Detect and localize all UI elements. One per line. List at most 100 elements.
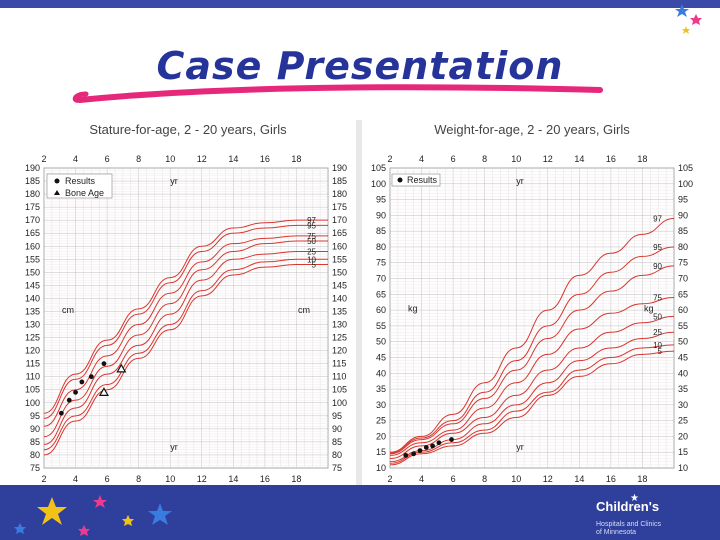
percentile-curves: 97 95 90 75 50 25 105 <box>389 215 675 466</box>
y-tick-label-left: 115 <box>26 359 40 369</box>
y-tick-label-right: 85 <box>678 226 688 236</box>
y-tick-label-left: 35 <box>376 384 386 394</box>
data-point-results <box>423 445 429 450</box>
y-tick-label-left: 45 <box>376 352 386 362</box>
x-tick-label-bottom: 8 <box>482 474 487 484</box>
x-tick-label-top: 16 <box>606 154 616 164</box>
x-tick-label-top: 10 <box>165 154 175 164</box>
y-tick-label-right: 120 <box>332 346 347 356</box>
y-tick-label-left: 15 <box>376 447 386 457</box>
y-tick-label-right: 65 <box>678 289 688 299</box>
x-tick-label-top: 6 <box>451 154 456 164</box>
percentile-label-25: 25 <box>653 328 662 337</box>
data-point-results <box>449 437 454 442</box>
y-tick-label-left: 95 <box>30 411 40 421</box>
x-tick-label-bottom: 8 <box>136 474 141 484</box>
y-tick-label-right: 190 <box>332 163 347 173</box>
y-tick-label-right: 80 <box>332 450 342 460</box>
y-tick-label-left: 65 <box>376 289 386 299</box>
y-tick-label-left: 175 <box>25 202 40 212</box>
y-tick-label-right: 90 <box>678 210 688 220</box>
data-point-results <box>88 374 94 380</box>
data-point-results <box>436 440 442 446</box>
data-marks <box>403 437 454 458</box>
y-tick-label-left: 155 <box>25 254 40 264</box>
legend-results-label: Results <box>65 176 96 186</box>
y-tick-label-right: 15 <box>678 447 688 457</box>
percentile-label-95: 95 <box>307 221 316 230</box>
x-tick-label-top: 6 <box>105 154 110 164</box>
y-tick-label-right: 95 <box>332 411 342 421</box>
y-tick-label-right: 35 <box>678 384 688 394</box>
y-tick-label-right: 25 <box>678 416 688 426</box>
unit-label-left: cm <box>62 305 74 315</box>
legend: Results Bone Age <box>46 173 113 199</box>
y-tick-label-right: 50 <box>678 337 688 347</box>
y-tick-label-left: 100 <box>25 398 40 408</box>
y-tick-label-left: 85 <box>376 226 386 236</box>
x-tick-label-bottom: 10 <box>165 474 175 484</box>
star-icon <box>122 515 134 526</box>
x-tick-label-top: 12 <box>197 154 207 164</box>
y-tick-label-right: 100 <box>678 179 693 189</box>
y-tick-label-right: 145 <box>332 280 347 290</box>
logo-name: Children's <box>596 499 660 514</box>
y-tick-label-right: 105 <box>678 163 693 173</box>
chart-grid <box>389 167 675 469</box>
legend-results-marker <box>397 177 403 183</box>
x-tick-label-bottom: 4 <box>419 474 424 484</box>
x-tick-label-bottom: 14 <box>574 474 584 484</box>
y-tick-label-left: 75 <box>30 463 40 473</box>
y-tick-label-right: 40 <box>678 368 688 378</box>
y-tick-label-left: 145 <box>25 280 40 290</box>
y-tick-label-right: 130 <box>332 320 347 330</box>
percentile-curve-75 <box>389 296 675 456</box>
y-tick-label-right: 80 <box>678 242 688 252</box>
y-tick-label-left: 95 <box>376 195 386 205</box>
y-tick-label-right: 55 <box>678 321 688 331</box>
y-tick-label-right: 30 <box>678 400 688 410</box>
data-point-results <box>430 443 435 449</box>
percentile-curve-25 <box>389 331 675 463</box>
data-point-boneage <box>98 387 109 396</box>
stars-decoration-bottom <box>14 495 172 536</box>
percentile-curve-97 <box>389 218 675 453</box>
x-tick-label-top: 16 <box>260 154 270 164</box>
y-tick-label-right: 85 <box>332 437 342 447</box>
percentile-label-75: 75 <box>307 232 316 241</box>
percentile-label-5: 5 <box>312 261 317 270</box>
y-tick-label-right: 170 <box>332 215 347 225</box>
y-tick-label-right: 155 <box>332 254 347 264</box>
x-tick-label-top: 12 <box>543 154 553 164</box>
star-icon <box>675 4 689 17</box>
y-tick-label-left: 105 <box>25 385 40 395</box>
data-point-results <box>101 361 107 367</box>
data-point-boneage <box>116 363 127 373</box>
y-tick-label-right: 45 <box>678 352 688 362</box>
x-tick-label-bottom: 14 <box>228 474 238 484</box>
y-tick-label-right: 60 <box>678 305 688 315</box>
data-marks <box>58 361 127 416</box>
y-tick-label-right: 150 <box>332 267 347 277</box>
x-tick-label-bottom: 6 <box>105 474 110 484</box>
data-point-results <box>403 452 409 458</box>
percentile-label-25: 25 <box>307 247 316 256</box>
data-point-results <box>73 389 78 395</box>
y-tick-label-right: 105 <box>332 385 347 395</box>
y-tick-label-left: 190 <box>25 163 40 173</box>
percentile-label-90: 90 <box>653 262 662 271</box>
logo-star-icon: ★ <box>630 493 639 504</box>
legend-results-marker <box>54 178 60 184</box>
x-tick-label-top: 18 <box>637 154 647 164</box>
x-tick-label-bottom: 6 <box>451 474 456 484</box>
y-tick-label-left: 90 <box>376 210 386 220</box>
legend-boneage-label: Bone Age <box>65 188 104 198</box>
unit-label-right: cm <box>298 305 310 315</box>
chart-title: Weight-for-age, 2 - 20 years, Girls <box>434 122 630 137</box>
x-tick-label-bottom: 18 <box>637 474 647 484</box>
y-tick-label-right: 165 <box>332 228 347 238</box>
y-tick-label-left: 130 <box>25 320 40 330</box>
y-tick-label-left: 150 <box>25 267 40 277</box>
